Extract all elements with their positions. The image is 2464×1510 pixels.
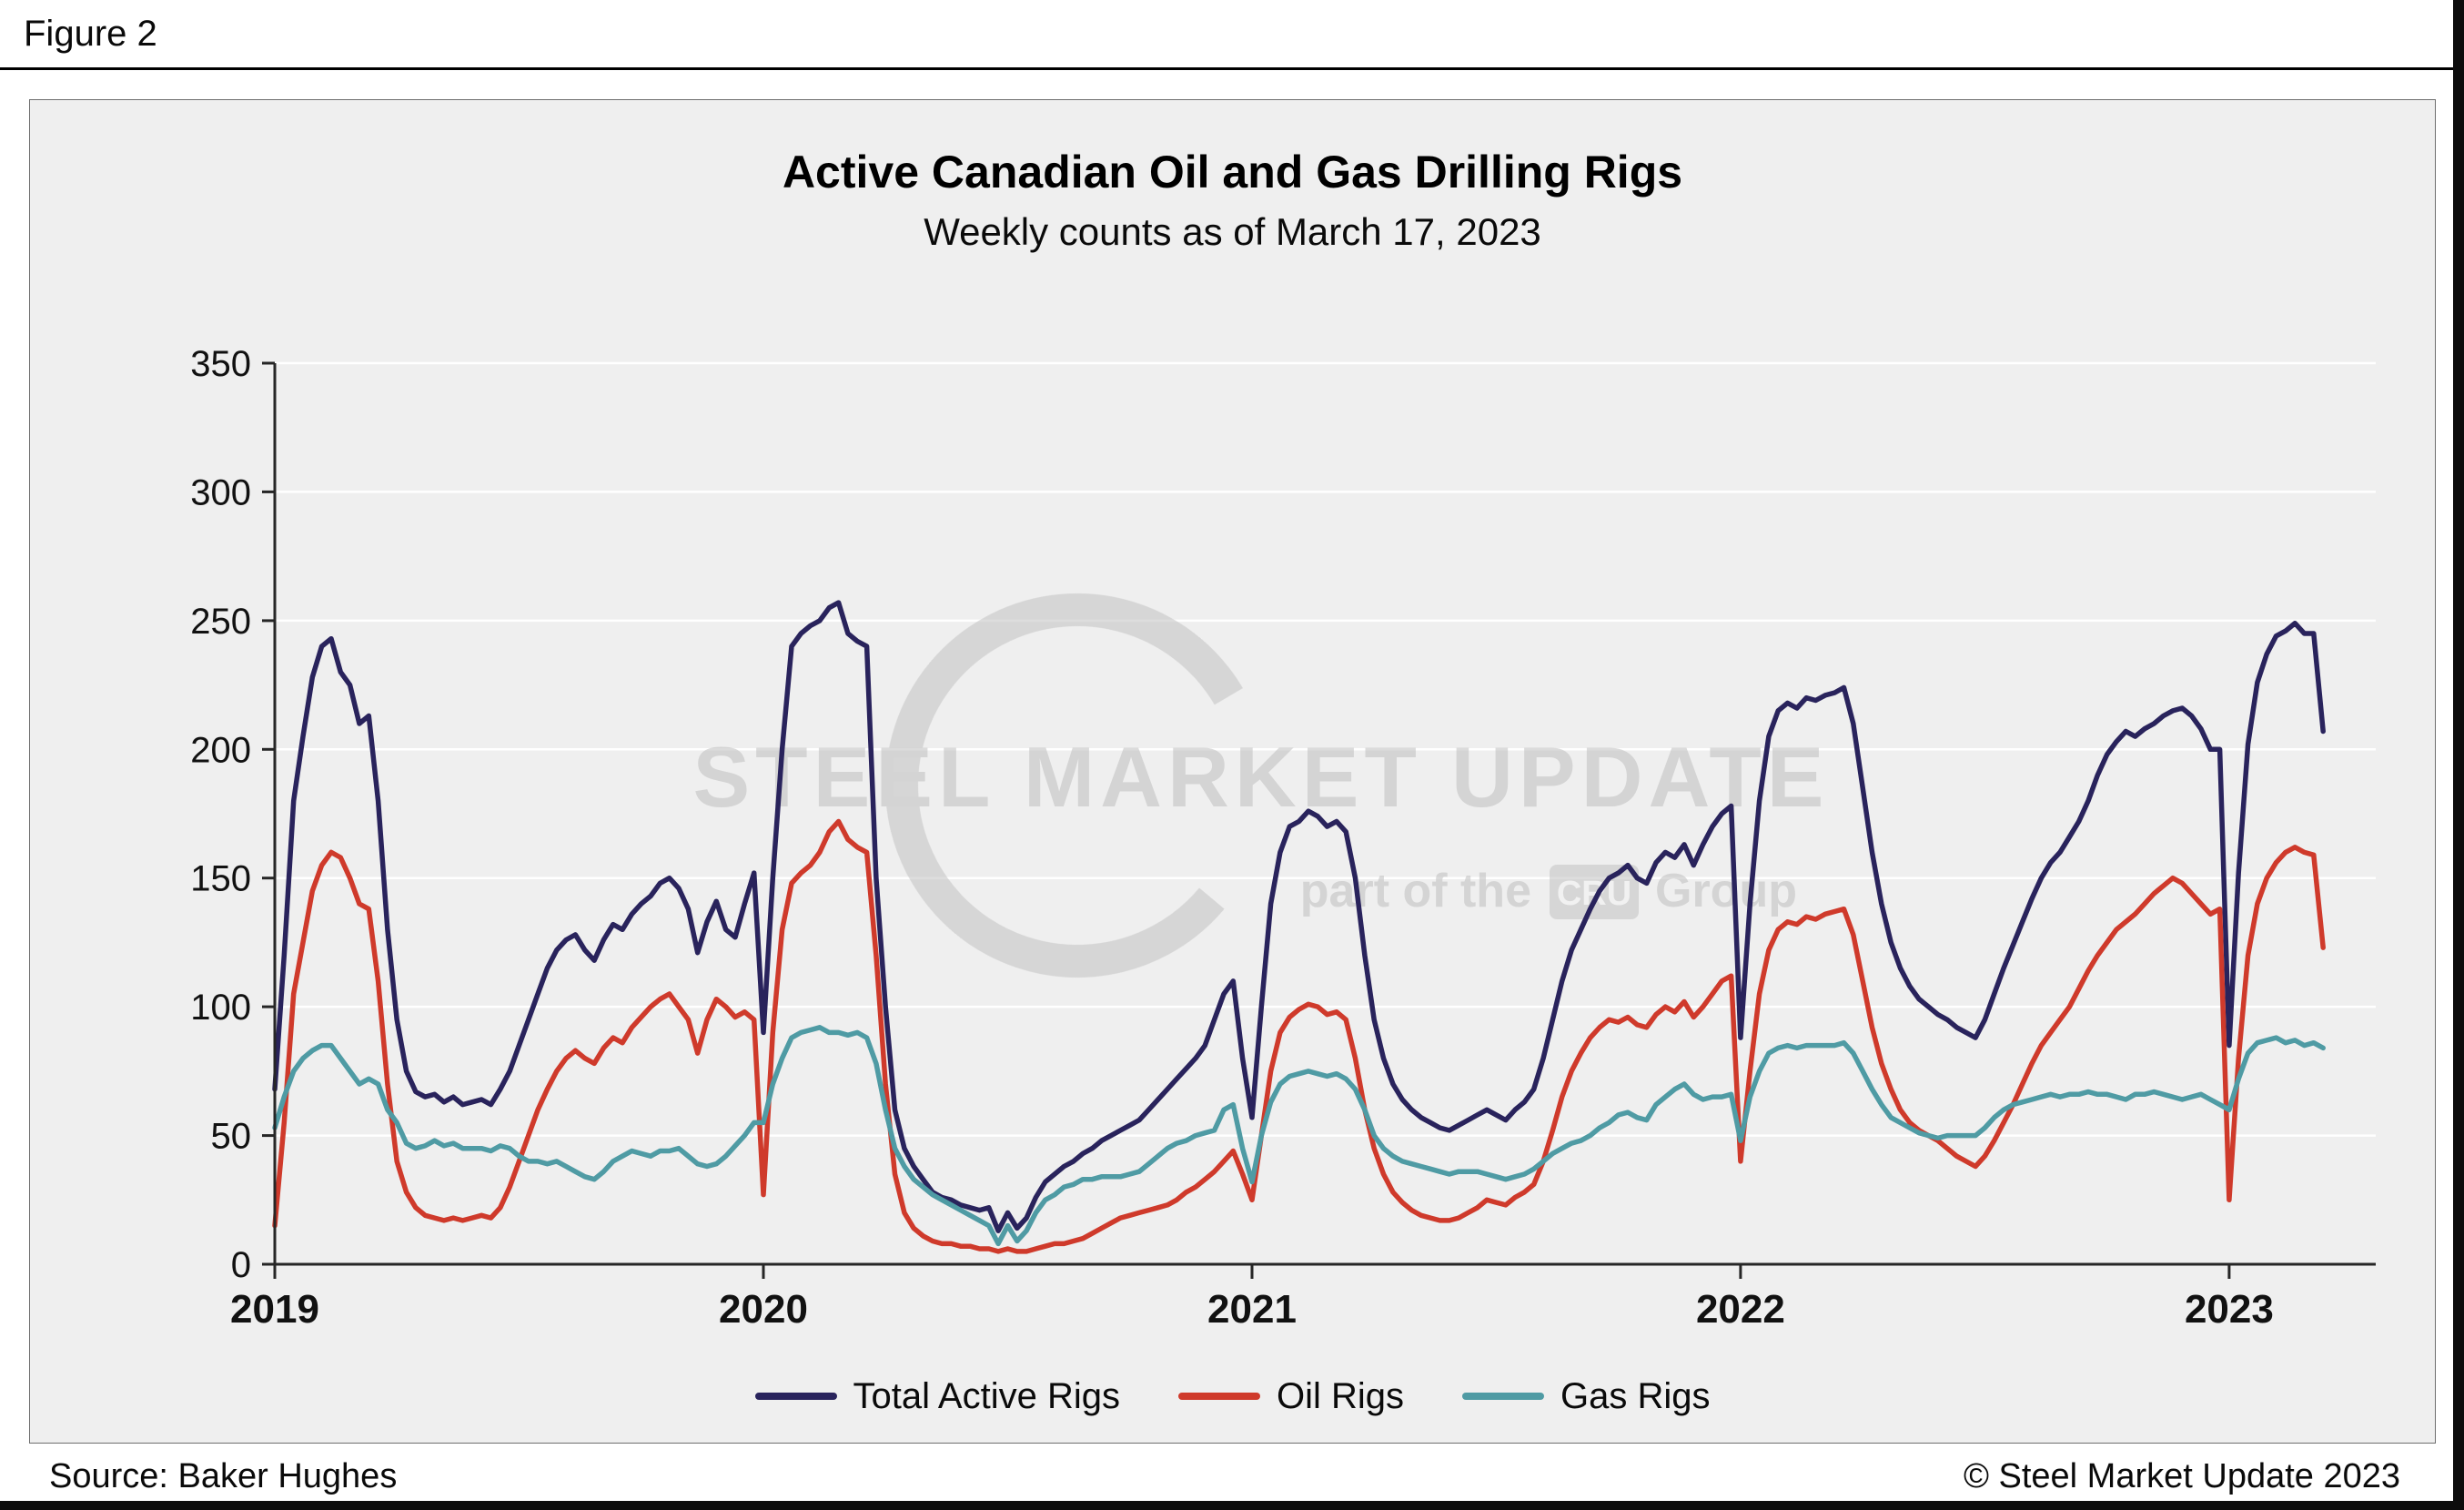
series-line-0	[272, 600, 2326, 1233]
chart-title: Active Canadian Oil and Gas Drilling Rig…	[782, 147, 1683, 198]
x-axis-tick-label: 2022	[1696, 1287, 1785, 1332]
watermark: STEEL MARKET UPDATE part of the CRU Group	[692, 593, 1829, 978]
x-axis-tick-label: 2023	[2185, 1287, 2274, 1332]
y-axis-tick-label: 300	[190, 472, 251, 512]
watermark-logo-box	[1550, 865, 1639, 919]
x-axis-tick-label: 2020	[719, 1287, 808, 1332]
legend-label: Total Active Rigs	[853, 1375, 1120, 1416]
series-line-1	[272, 818, 2326, 1254]
chart-legend: Total Active Rigs Oil Rigs Gas Rigs	[30, 1364, 2435, 1428]
chart-canvas: STEEL MARKET UPDATE part of the CRU Group 0 5…	[190, 344, 2376, 1332]
x-axis-tick-label: 2021	[1207, 1287, 1297, 1332]
chart-panel: Active Canadian Oil and Gas Drilling Rig…	[29, 99, 2436, 1444]
source-text: Source: Baker Hughes	[49, 1456, 398, 1495]
figure-footer: Source: Baker Hughes © Steel Market Upda…	[29, 1451, 2420, 1502]
figure-header: Figure 2	[0, 0, 2464, 70]
legend-swatch	[754, 1393, 837, 1400]
y-axis-tick-label: 100	[190, 988, 251, 1028]
legend-item-1: Oil Rigs	[1177, 1375, 1404, 1417]
watermark-text: STEEL MARKET UPDATE	[692, 729, 1829, 825]
x-axis-tick-label: 2019	[230, 1287, 319, 1332]
watermark-logo-text: CRU	[1557, 875, 1631, 913]
figure-label: Figure 2	[24, 13, 157, 54]
legend-item-0: Total Active Rigs	[754, 1375, 1120, 1417]
legend-swatch	[1462, 1393, 1544, 1400]
y-axis-tick-label: 150	[190, 859, 251, 899]
watermark-ring-icon	[885, 593, 1269, 978]
y-axis-tick-label: 200	[190, 730, 251, 770]
window-bottom-edge	[0, 1501, 2464, 1510]
legend-label: Gas Rigs	[1560, 1375, 1711, 1416]
series-line-2	[272, 1025, 2326, 1247]
y-axis-tick-label: 50	[211, 1117, 252, 1157]
legend-item-2: Gas Rigs	[1462, 1376, 1711, 1417]
legend-swatch	[1177, 1393, 1260, 1400]
chart-subtitle: Weekly counts as of March 17, 2023	[924, 210, 1541, 253]
window-right-edge	[2453, 0, 2464, 1501]
watermark-subtext-pre: part of the	[1300, 865, 1531, 917]
y-axis-tick-label: 350	[190, 344, 251, 384]
y-axis-tick-label: 250	[190, 602, 251, 642]
watermark-subtext-post: Group	[1655, 865, 1797, 917]
legend-label: Oil Rigs	[1276, 1375, 1404, 1416]
copyright-text: © Steel Market Update 2023	[1963, 1456, 2400, 1495]
y-axis-tick-label: 0	[231, 1245, 251, 1285]
